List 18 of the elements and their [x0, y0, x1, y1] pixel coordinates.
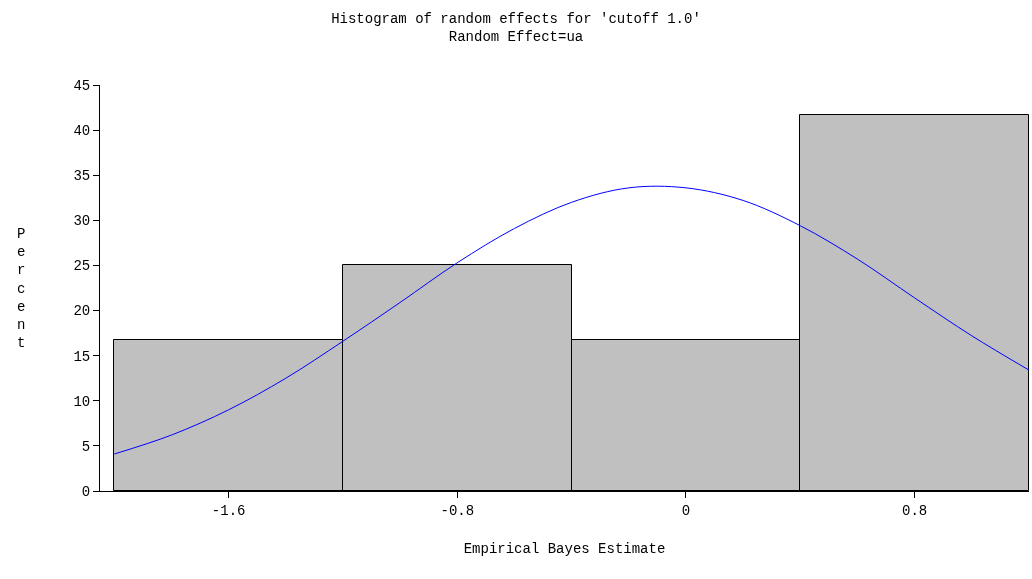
- chart-subtitle: Random Effect=ua: [448, 29, 584, 46]
- y-tick-label: 5: [81, 438, 91, 455]
- x-tick-label: 0: [681, 502, 691, 519]
- y-tick-label: 25: [73, 258, 91, 275]
- y-tick-label: 30: [73, 213, 91, 230]
- y-tick-label: 0: [81, 483, 91, 500]
- x-tick-label: -0.8: [440, 502, 475, 519]
- x-tick-label: -1.6: [211, 502, 246, 519]
- x-axis-title: Empirical Bayes Estimate: [463, 541, 666, 558]
- y-tick-label: 20: [73, 303, 91, 320]
- y-tick-label: 40: [73, 123, 91, 140]
- y-tick-label: 35: [73, 168, 91, 185]
- chart-title: Histogram of random effects for 'cutoff 1.0': [331, 11, 701, 28]
- x-tick-label: 0.8: [902, 502, 928, 519]
- y-axis-title: Percent: [17, 226, 26, 352]
- y-tick-label: 10: [73, 393, 91, 410]
- y-tick-label: 45: [73, 77, 91, 94]
- y-tick-label: 15: [73, 348, 91, 365]
